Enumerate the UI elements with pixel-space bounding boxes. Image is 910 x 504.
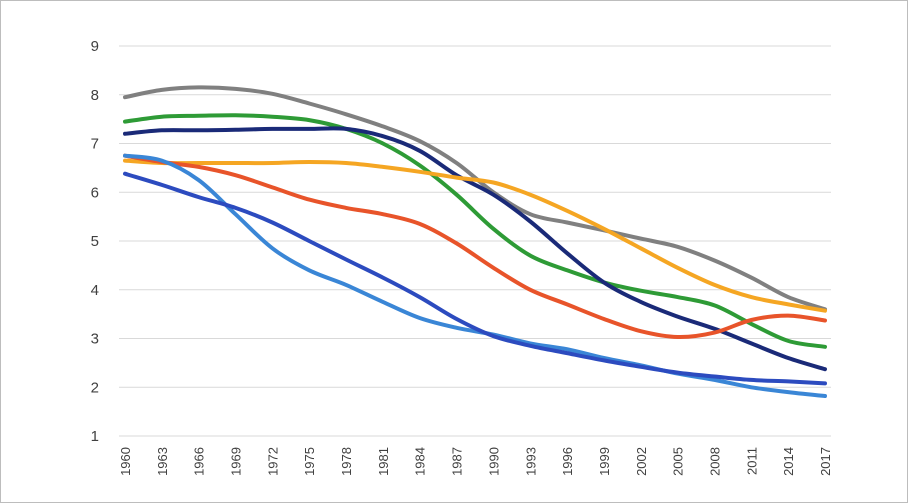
x-tick-label: 2005 — [671, 447, 686, 476]
x-tick-label: 1981 — [376, 447, 391, 476]
x-axis-tick-labels: 1960 1963 1966 1969 1972 1975 1978 1981 1984 1987… — [118, 447, 833, 476]
x-tick-label: 2017 — [818, 447, 833, 476]
x-tick-label: 2008 — [707, 447, 722, 476]
x-tick-label: 1990 — [486, 447, 501, 476]
y-tick-label: 1 — [91, 428, 99, 445]
x-tick-label: 1972 — [265, 447, 280, 476]
x-tick-label: 1969 — [229, 447, 244, 476]
x-tick-label: 1978 — [339, 447, 354, 476]
series-line-1 — [123, 85, 827, 312]
x-tick-label: 1963 — [155, 447, 170, 476]
x-tick-label: 1984 — [413, 447, 428, 476]
y-tick-label: 4 — [91, 282, 99, 299]
x-tick-label: 1993 — [523, 447, 538, 476]
x-tick-label: 1999 — [597, 447, 612, 476]
y-axis-tick-labels: 1 2 3 4 5 6 7 8 9 — [91, 38, 99, 445]
x-tick-label: 1966 — [192, 447, 207, 476]
y-tick-label: 3 — [91, 331, 99, 348]
series-lines — [123, 85, 827, 398]
gridlines — [119, 45, 831, 437]
y-tick-label: 9 — [91, 38, 99, 55]
x-tick-label: 1960 — [118, 447, 133, 476]
y-tick-label: 8 — [91, 87, 99, 104]
y-tick-label: 2 — [91, 379, 99, 396]
x-tick-label: 2002 — [634, 447, 649, 476]
series-line-4 — [123, 158, 827, 313]
y-tick-label: 6 — [91, 184, 99, 201]
x-tick-label: 2014 — [781, 447, 796, 476]
y-tick-label: 7 — [91, 136, 99, 153]
series-line-7 — [123, 171, 827, 386]
x-tick-label: 1987 — [450, 447, 465, 476]
series-line-2 — [123, 113, 827, 349]
x-tick-label: 2011 — [744, 447, 759, 475]
x-tick-label: 1996 — [560, 447, 575, 476]
series-line-3 — [123, 126, 827, 372]
x-tick-label: 1975 — [302, 447, 317, 476]
y-tick-label: 5 — [91, 233, 99, 250]
series-line-5 — [123, 153, 827, 340]
series-line-6 — [123, 153, 827, 398]
